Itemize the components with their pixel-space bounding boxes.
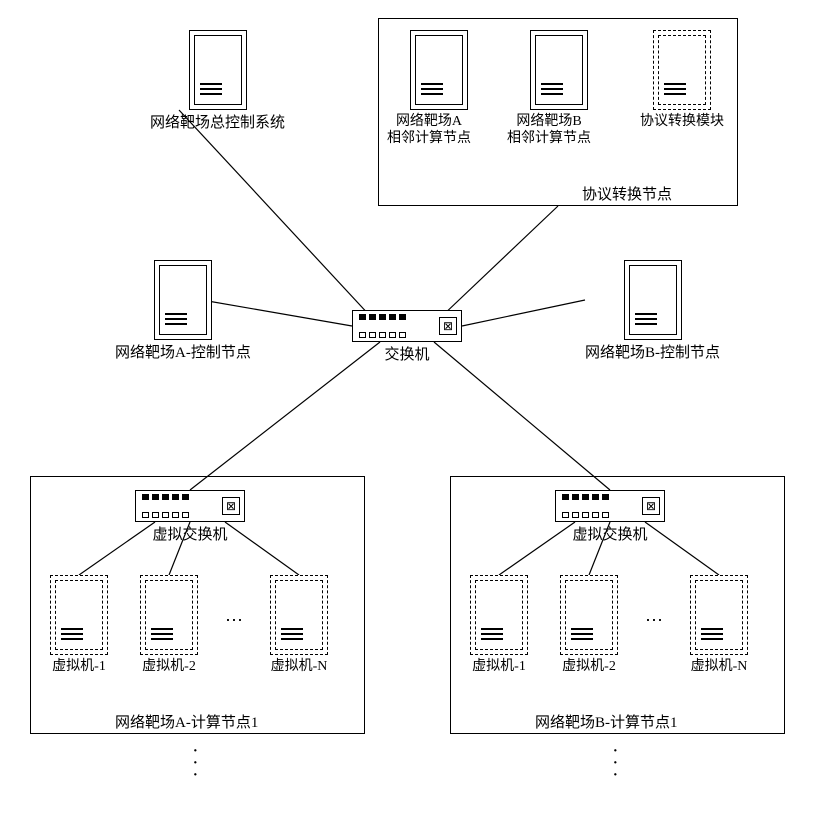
ellipsis-icon: ··· xyxy=(612,745,621,781)
vm-b1-label: 虚拟机-1 xyxy=(470,659,528,676)
main-switch-node: ⊠ 交换机 xyxy=(352,310,462,364)
compute-b-label: 网络靶场B-计算节点1 xyxy=(535,714,678,732)
server-icon xyxy=(690,575,748,655)
ellipsis-icon: ⋯ xyxy=(645,610,665,631)
proto-b-node: 网络靶场B相邻计算节点 xyxy=(520,30,597,148)
vm-b1-node: 虚拟机-1 xyxy=(470,575,528,676)
vswitch-a-label: 虚拟交换机 xyxy=(135,526,245,544)
switch-icon: ⊠ xyxy=(352,310,462,342)
vswitch-b-label: 虚拟交换机 xyxy=(555,526,665,544)
vm-bn-label: 虚拟机-N xyxy=(690,659,748,676)
ctrl-a-label: 网络靶场A-控制节点 xyxy=(115,344,251,362)
vm-b2-node: 虚拟机-2 xyxy=(560,575,618,676)
proto-module-label: 协议转换模块 xyxy=(640,114,724,131)
vm-a1-node: 虚拟机-1 xyxy=(50,575,108,676)
vm-a1-label: 虚拟机-1 xyxy=(50,659,108,676)
vm-bn-node: 虚拟机-N xyxy=(690,575,748,676)
vswitch-b-node: ⊠ 虚拟交换机 xyxy=(555,490,665,544)
proto-b-label: 网络靶场B相邻计算节点 xyxy=(501,114,597,148)
master-control-label: 网络靶场总控制系统 xyxy=(150,114,285,132)
master-control-node: 网络靶场总控制系统 xyxy=(150,30,285,132)
server-icon xyxy=(470,575,528,655)
server-icon xyxy=(140,575,198,655)
ctrl-b-label: 网络靶场B-控制节点 xyxy=(585,344,720,362)
vm-an-node: 虚拟机-N xyxy=(270,575,328,676)
server-icon xyxy=(624,260,682,340)
proto-group-label: 协议转换节点 xyxy=(582,186,672,204)
switch-icon: ⊠ xyxy=(555,490,665,522)
ctrl-b-node: 网络靶场B-控制节点 xyxy=(585,260,720,362)
vm-a2-label: 虚拟机-2 xyxy=(140,659,198,676)
proto-module-node: 协议转换模块 xyxy=(640,30,724,131)
server-icon xyxy=(560,575,618,655)
server-icon xyxy=(270,575,328,655)
server-icon xyxy=(189,30,247,110)
switch-icon: ⊠ xyxy=(135,490,245,522)
server-icon xyxy=(50,575,108,655)
server-icon xyxy=(653,30,711,110)
vm-an-label: 虚拟机-N xyxy=(270,659,328,676)
proto-a-label: 网络靶场A相邻计算节点 xyxy=(381,114,477,148)
vswitch-a-node: ⊠ 虚拟交换机 xyxy=(135,490,245,544)
server-icon xyxy=(154,260,212,340)
server-icon xyxy=(410,30,468,110)
ctrl-a-node: 网络靶场A-控制节点 xyxy=(115,260,251,362)
proto-a-node: 网络靶场A相邻计算节点 xyxy=(400,30,477,148)
vm-b2-label: 虚拟机-2 xyxy=(560,659,618,676)
server-icon xyxy=(530,30,588,110)
compute-a-label: 网络靶场A-计算节点1 xyxy=(115,714,258,732)
ellipsis-icon: ⋯ xyxy=(225,610,245,631)
vm-a2-node: 虚拟机-2 xyxy=(140,575,198,676)
main-switch-label: 交换机 xyxy=(352,346,462,364)
ellipsis-icon: ··· xyxy=(192,745,201,781)
